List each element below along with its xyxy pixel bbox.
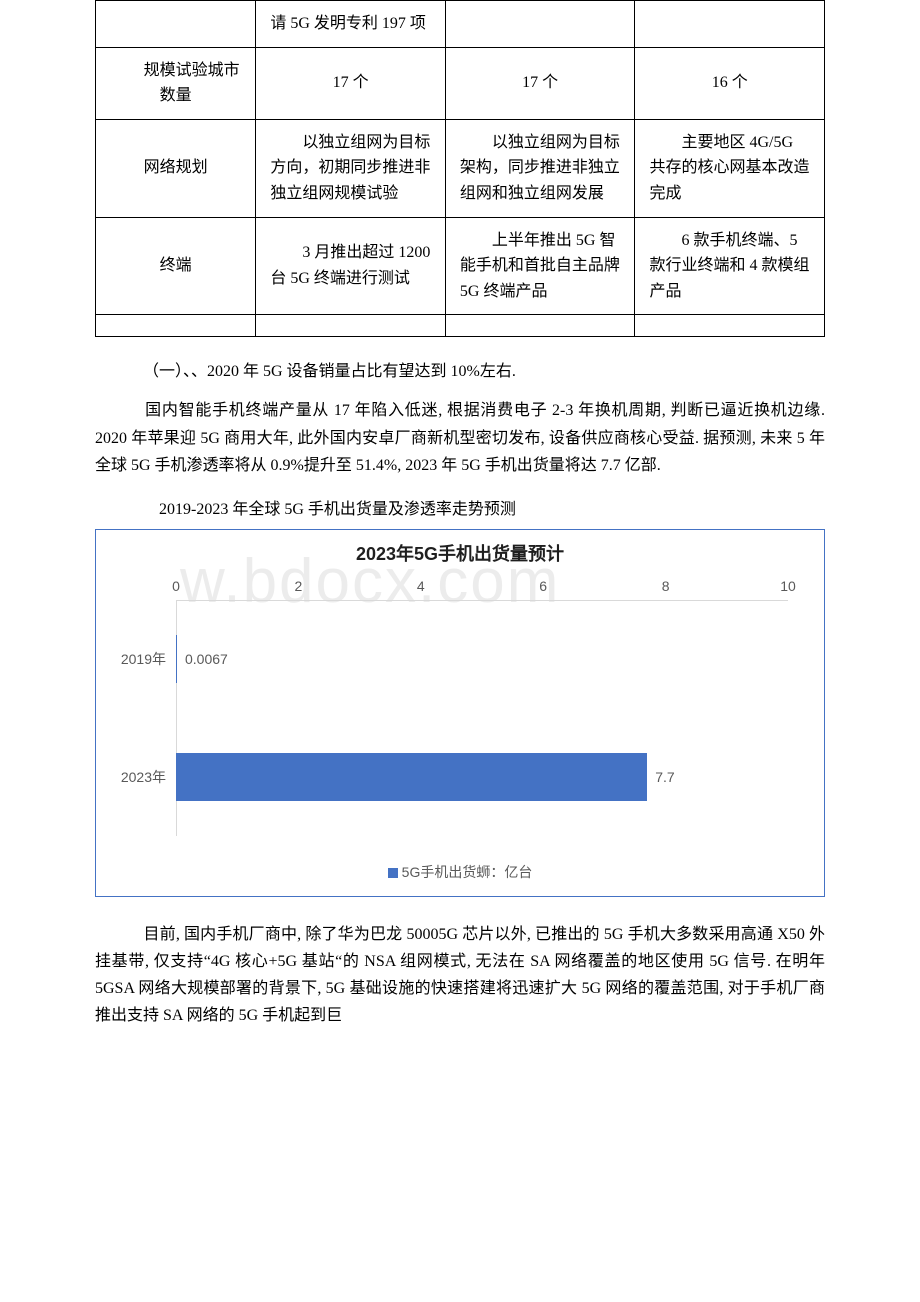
chart-x-tick: 0 [172, 578, 180, 594]
chart-x-tick: 6 [539, 578, 547, 594]
table-cell: 规模试验城市数量 [96, 47, 256, 119]
table-cell: 网络规划 [96, 119, 256, 217]
shipment-forecast-chart: 2023年5G手机出货量预计 0 2 4 6 8 10 2019年 0.0067 2023年 7.… [95, 529, 825, 897]
table-cell [96, 315, 256, 337]
table-cell: 以独立组网为目标方向，初期同步推进非独立组网规模试验 [256, 119, 446, 217]
table-cell [445, 1, 635, 48]
chart-y-tick: 2023年 [106, 767, 166, 787]
table-cell: 3 月推出超过 1200 台 5G 终端进行测试 [256, 217, 446, 315]
chart-bar [176, 753, 647, 801]
table-row: 终端 3 月推出超过 1200 台 5G 终端进行测试 上半年推出 5G 智能手… [96, 217, 825, 315]
table-cell: 以独立组网为目标架构，同步推进非独立组网和独立组网发展 [445, 119, 635, 217]
paragraph-2: 目前, 国内手机厂商中, 除了华为巴龙 50005G 芯片以外, 已推出的 5G… [95, 921, 825, 1030]
chart-bar [176, 635, 177, 683]
table-cell: 主要地区 4G/5G 共存的核心网基本改造完成 [635, 119, 825, 217]
table-cell: 6 款手机终端、5 款行业终端和 4 款模组产品 [635, 217, 825, 315]
chart-title: 2023年5G手机出货量预计 [96, 530, 824, 570]
table-cell: 终端 [96, 217, 256, 315]
table-cell: 上半年推出 5G 智能手机和首批自主品牌 5G 终端产品 [445, 217, 635, 315]
chart-x-axis [176, 600, 788, 601]
table-cell: 17 个 [256, 47, 446, 119]
chart-plot-area: 02468102019年0.00672023年7.7 [176, 576, 788, 846]
section-heading-1: （一）、、2020 年 5G 设备销量占比有望达到 10%左右. [95, 357, 825, 381]
table-cell [635, 315, 825, 337]
chart-bar-label: 7.7 [655, 769, 674, 785]
chart-x-tick: 10 [780, 578, 796, 594]
table-cell: 请 5G 发明专利 197 项 [256, 1, 446, 48]
table-row: 请 5G 发明专利 197 项 [96, 1, 825, 48]
table-cell: 16 个 [635, 47, 825, 119]
chart-caption: 2019-2023 年全球 5G 手机出货量及渗透率走势预测 [95, 495, 825, 519]
table-row: 网络规划 以独立组网为目标方向，初期同步推进非独立组网规模试验 以独立组网为目标… [96, 119, 825, 217]
chart-y-tick: 2019年 [106, 649, 166, 669]
chart-legend: 5G手机出货蛳：亿台 [96, 854, 824, 896]
chart-x-tick: 2 [294, 578, 302, 594]
legend-swatch [388, 868, 398, 878]
paragraph-1: 国内智能手机终端产量从 17 年陷入低迷, 根据消费电子 2-3 年换机周期, … [95, 397, 825, 479]
chart-x-tick: 8 [662, 578, 670, 594]
document-page: w.bdocx.com 请 5G 发明专利 197 项 规模试验城市数量17 个… [0, 0, 920, 1086]
table-row: 规模试验城市数量17 个17 个16 个 [96, 47, 825, 119]
table-row [96, 315, 825, 337]
table-cell [445, 315, 635, 337]
chart-x-tick: 4 [417, 578, 425, 594]
operators-5g-table: 请 5G 发明专利 197 项 规模试验城市数量17 个17 个16 个网络规划… [95, 0, 825, 337]
legend-label: 5G手机出货蛳：亿台 [402, 864, 533, 880]
table-cell [635, 1, 825, 48]
chart-bar-label: 0.0067 [185, 651, 228, 667]
table-cell: 17 个 [445, 47, 635, 119]
table-cell [256, 315, 446, 337]
table-cell [96, 1, 256, 48]
